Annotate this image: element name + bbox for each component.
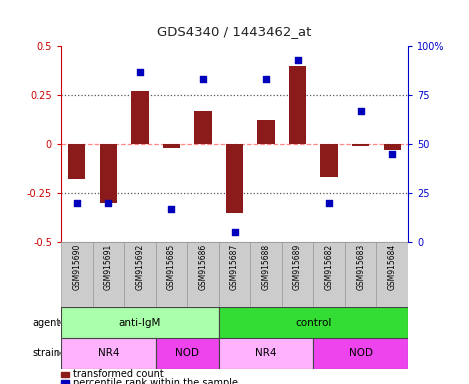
- Point: [262, 76, 270, 83]
- Text: GSM915684: GSM915684: [388, 244, 397, 290]
- Point: [73, 200, 81, 206]
- Bar: [219, 338, 313, 369]
- Bar: [320, 144, 338, 177]
- Bar: [61, 338, 156, 369]
- Bar: [92, 242, 124, 307]
- Point: [136, 68, 144, 74]
- Text: GSM915688: GSM915688: [262, 244, 271, 290]
- Bar: [345, 242, 377, 307]
- Bar: [377, 242, 408, 307]
- Text: anti-IgM: anti-IgM: [119, 318, 161, 328]
- Text: GSM915686: GSM915686: [198, 244, 207, 290]
- Text: GSM915685: GSM915685: [167, 244, 176, 290]
- Bar: [250, 242, 282, 307]
- Point: [199, 76, 207, 83]
- Text: transformed count: transformed count: [73, 369, 163, 379]
- Bar: [68, 144, 85, 179]
- Bar: [219, 307, 408, 338]
- Bar: [282, 242, 313, 307]
- Point: [294, 57, 302, 63]
- Text: GSM915687: GSM915687: [230, 244, 239, 290]
- Bar: [124, 242, 156, 307]
- Text: GSM915691: GSM915691: [104, 244, 113, 290]
- Text: percentile rank within the sample: percentile rank within the sample: [73, 378, 238, 384]
- Bar: [219, 242, 250, 307]
- Bar: [61, 242, 92, 307]
- Bar: [289, 66, 306, 144]
- Bar: [257, 121, 275, 144]
- Bar: [156, 338, 219, 369]
- Text: GSM915692: GSM915692: [136, 244, 144, 290]
- Point: [105, 200, 112, 206]
- Bar: [61, 307, 219, 338]
- Text: GSM915689: GSM915689: [293, 244, 302, 290]
- Bar: [99, 144, 117, 203]
- Text: GSM915682: GSM915682: [325, 244, 333, 290]
- Point: [167, 205, 175, 212]
- Bar: [384, 144, 401, 150]
- Text: GSM915690: GSM915690: [72, 244, 81, 290]
- Text: NOD: NOD: [175, 348, 199, 358]
- Point: [325, 200, 333, 206]
- Text: control: control: [295, 318, 332, 328]
- Text: GSM915683: GSM915683: [356, 244, 365, 290]
- Text: NR4: NR4: [98, 348, 119, 358]
- Text: agent: agent: [32, 318, 61, 328]
- Bar: [226, 144, 243, 213]
- Text: NOD: NOD: [349, 348, 373, 358]
- Bar: [131, 91, 149, 144]
- Text: NR4: NR4: [255, 348, 277, 358]
- Bar: [187, 242, 219, 307]
- Text: GDS4340 / 1443462_at: GDS4340 / 1443462_at: [157, 25, 312, 38]
- Bar: [313, 338, 408, 369]
- Bar: [163, 144, 180, 148]
- Bar: [313, 242, 345, 307]
- Bar: [352, 144, 370, 146]
- Point: [231, 229, 238, 235]
- Point: [357, 108, 364, 114]
- Bar: [194, 111, 212, 144]
- Text: strain: strain: [32, 348, 61, 358]
- Point: [388, 151, 396, 157]
- Bar: [156, 242, 187, 307]
